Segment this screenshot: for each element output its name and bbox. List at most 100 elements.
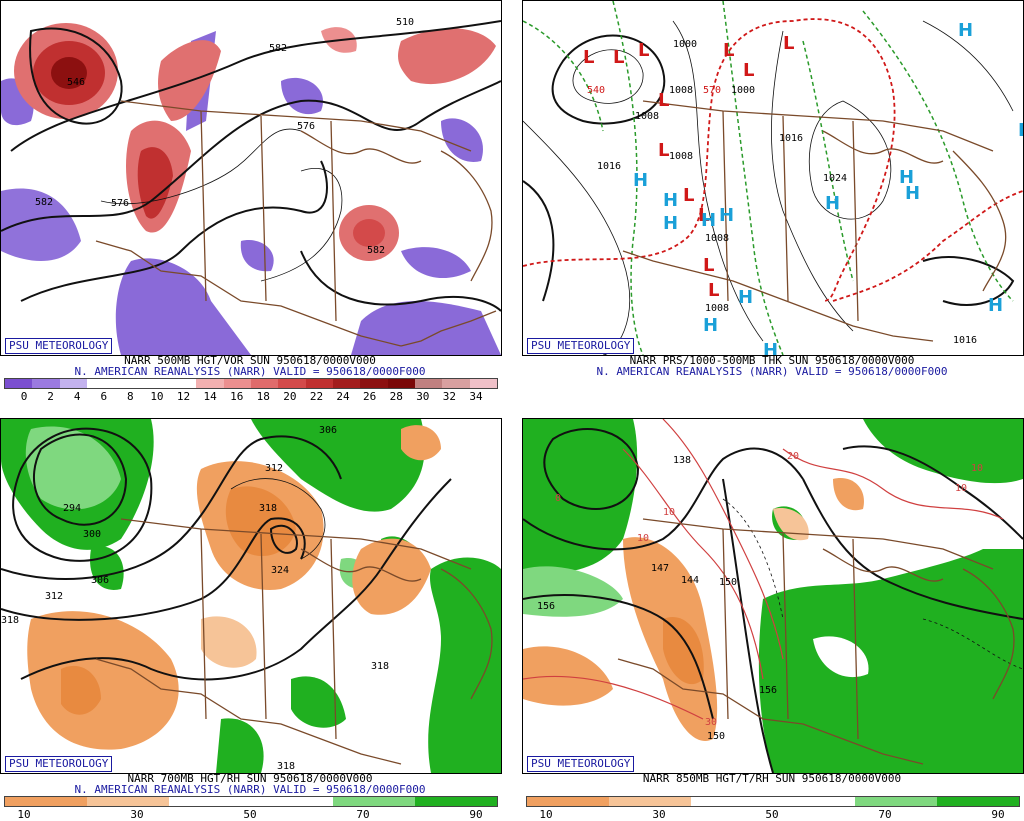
contour-label: 147 xyxy=(651,563,669,574)
low-pressure-symbol: L xyxy=(708,280,719,301)
colorbar-tick-label: 14 xyxy=(203,390,217,403)
contour-label: 306 xyxy=(319,425,337,436)
contour-label: 546 xyxy=(67,77,85,88)
map-svg-500mb: 546 582 582 582 576 510 576 xyxy=(1,1,501,355)
high-pressure-symbol: H xyxy=(738,287,753,308)
contour-label: 1008 xyxy=(669,151,693,162)
panel-subcaption: N. AMERICAN REANALYSIS (NARR) VALID = 95… xyxy=(596,365,948,378)
contour-label: 1008 xyxy=(669,85,693,96)
colorbar-swatch xyxy=(609,797,691,806)
low-pressure-symbol: L xyxy=(638,40,649,61)
low-pressure-symbol: L xyxy=(698,205,709,226)
contour-label: 30 xyxy=(705,717,717,728)
colorbar-tick-label: 90 xyxy=(469,808,483,821)
rh-colorbar xyxy=(526,796,1020,807)
colorbar-swatch xyxy=(169,797,251,806)
rh-colorbar-ticks: 10 30 50 70 90 xyxy=(522,808,1022,821)
contour-label: 1008 xyxy=(705,303,729,314)
low-pressure-symbol: L xyxy=(743,60,754,81)
contour-label: 1016 xyxy=(597,161,621,172)
colorbar-tick-label: 6 xyxy=(100,390,108,403)
colorbar-swatch xyxy=(168,379,197,388)
panel-caption: NARR 500MB HGT/VOR SUN 950618/0000V000 xyxy=(124,354,376,367)
colorbar-swatch xyxy=(5,797,87,806)
colorbar-tick-label: 22 xyxy=(309,390,324,403)
psu-meteorology-badge: PSU METEOROLOGY xyxy=(5,756,113,772)
panel-caption: NARR 850MB HGT/T/RH SUN 950618/0000V000 xyxy=(642,772,902,785)
rh-colorbar-ticks: 10 30 50 70 90 xyxy=(0,808,500,821)
colorbar-tick-label: 2 xyxy=(47,390,54,403)
colorbar-swatch xyxy=(196,379,224,388)
colorbar-tick-label: 30 xyxy=(130,808,144,821)
high-pressure-symbol: H xyxy=(701,210,716,231)
colorbar-swatch xyxy=(360,379,388,388)
pressure-centers: LLLLLLLLLLLLHHHHHHHHHHHHHH xyxy=(583,20,1023,355)
low-pressure-symbol: L xyxy=(658,140,669,161)
contour-label: 1008 xyxy=(705,233,729,244)
contour-label: 318 xyxy=(277,761,295,772)
rh-colorbar xyxy=(4,796,498,807)
colorbar-swatch xyxy=(223,379,251,388)
colorbar-swatch xyxy=(442,379,470,388)
low-pressure-symbol: L xyxy=(783,33,794,54)
contour-label: 576 xyxy=(297,121,315,132)
contour-label: 312 xyxy=(265,463,283,474)
low-pressure-symbol: L xyxy=(613,47,624,68)
panel-caption: NARR 700MB HGT/RH SUN 950618/0000V000 xyxy=(127,772,373,785)
contour-label: 318 xyxy=(371,661,389,672)
colorbar-tick-label: 20 xyxy=(283,390,297,403)
panel-subcaption: N. AMERICAN REANALYSIS (NARR) VALID = 95… xyxy=(74,783,426,796)
colorbar-tick-label: 24 xyxy=(336,390,350,403)
low-pressure-symbol: L xyxy=(658,90,669,111)
colorbar-tick-label: 12 xyxy=(176,390,191,403)
contour-label: 1016 xyxy=(779,133,803,144)
colorbar-swatch xyxy=(333,797,415,806)
contour-label: 570 xyxy=(703,85,721,96)
colorbar-tick-label: 34 xyxy=(469,390,483,403)
colorbar-swatch xyxy=(87,797,169,806)
contour-label: 582 xyxy=(367,245,385,256)
map-svg-pressure: 540 570 1000 1008 1008 1016 1024 1016 10… xyxy=(523,1,1023,355)
high-pressure-symbol: H xyxy=(905,183,920,204)
colorbar-swatch xyxy=(415,797,497,806)
vorticity-colorbar-ticks: 0 2 4 6 8 10 12 14 16 18 20 22 24 26 28 30 32 34 xyxy=(0,390,500,403)
low-pressure-symbol: L xyxy=(583,47,594,68)
colorbar-tick-label: 26 xyxy=(363,390,377,403)
panel-850mb-temp-rh: 138 147 144 150 156 156 150 10 10 20 10 … xyxy=(522,418,1024,821)
colorbar-tick-label: 30 xyxy=(652,808,666,821)
colorbar-tick-label: 50 xyxy=(765,808,779,821)
contour-label: 138 xyxy=(673,455,691,466)
colorbar-swatch xyxy=(527,797,609,806)
high-pressure-symbol: H xyxy=(703,315,718,336)
contour-label: 1016 xyxy=(953,335,977,346)
panel-700mb-rh: 306 312 318 324 294 300 306 312 318 318 … xyxy=(0,418,505,821)
contour-label: 540 xyxy=(587,85,605,96)
contour-label: 582 xyxy=(35,197,53,208)
colorbar-tick-label: 28 xyxy=(389,390,403,403)
colorbar-tick-label: 8 xyxy=(127,390,134,403)
colorbar-swatch xyxy=(773,797,855,806)
colorbar-tick-label: 30 xyxy=(416,390,430,403)
colorbar-swatch xyxy=(114,379,142,388)
contour-label: 312 xyxy=(45,591,63,602)
colorbar-swatch xyxy=(251,797,333,806)
contour-label: 582 xyxy=(269,43,287,54)
colorbar-swatch xyxy=(414,379,443,388)
contour-label: 324 xyxy=(271,565,289,576)
colorbar-tick-label: 4 xyxy=(73,390,81,403)
map-700mb-rh: 306 312 318 324 294 300 306 312 318 318 … xyxy=(0,418,502,774)
high-pressure-symbol: H xyxy=(988,295,1003,316)
contour-label: 318 xyxy=(1,615,19,626)
colorbar-tick-label: 10 xyxy=(539,808,553,821)
contour-label: 1000 xyxy=(731,85,755,96)
map-svg-700mb: 306 312 318 324 294 300 306 312 318 318 … xyxy=(1,419,501,773)
panel-pressure-thickness: 540 570 1000 1008 1008 1016 1024 1016 10… xyxy=(522,0,1024,405)
high-pressure-symbol: H xyxy=(719,205,734,226)
psu-meteorology-badge: PSU METEOROLOGY xyxy=(527,338,635,354)
panel-subcaption: N. AMERICAN REANALYSIS (NARR) VALID = 95… xyxy=(74,365,426,378)
contour-label: 150 xyxy=(707,731,725,742)
high-pressure-symbol: H xyxy=(1018,120,1023,141)
contour-label: 576 xyxy=(111,198,129,209)
colorbar-tick-label: 18 xyxy=(256,390,270,403)
colorbar-swatch xyxy=(32,379,60,388)
